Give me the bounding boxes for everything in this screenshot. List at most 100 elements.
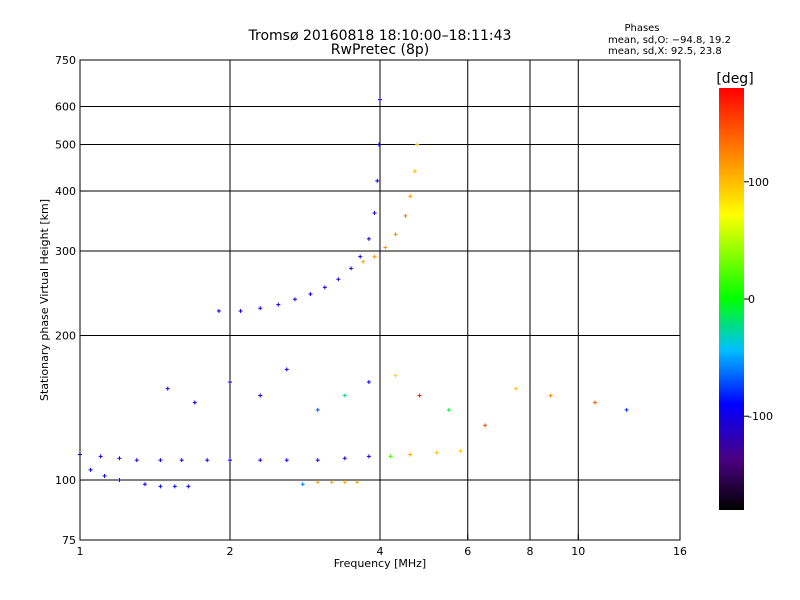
chart-title: Tromsø 20160818 18:10:00–18:11:43 <box>248 28 512 44</box>
data-point <box>361 259 366 264</box>
data-point <box>238 308 243 313</box>
data-point <box>258 393 263 398</box>
colorbar-ticks: 100 0 -100 <box>744 176 773 423</box>
data-point <box>408 452 413 457</box>
data-point <box>342 480 347 485</box>
y-tick-label: 75 <box>62 534 76 547</box>
data-point <box>142 482 147 487</box>
data-point <box>258 458 263 463</box>
y-tick-label: 500 <box>55 139 76 152</box>
data-point <box>284 458 289 463</box>
x-tick-label: 1 <box>77 545 84 558</box>
data-point <box>276 302 281 307</box>
data-point <box>258 306 263 311</box>
data-point <box>308 292 313 297</box>
data-point <box>548 393 553 398</box>
data-point <box>315 480 320 485</box>
data-point <box>372 211 377 216</box>
data-point <box>434 450 439 455</box>
data-point <box>483 423 488 428</box>
data-point <box>165 386 170 391</box>
data-point <box>358 254 363 259</box>
data-point <box>355 480 360 485</box>
data-point <box>179 458 184 463</box>
data-point <box>375 178 380 183</box>
data-point <box>186 484 191 489</box>
colorbar-tick-label: -100 <box>748 410 773 423</box>
data-point <box>342 393 347 398</box>
data-point <box>205 458 210 463</box>
chart-subtitle: RwPretec (8p) <box>331 42 429 58</box>
data-point <box>322 285 327 290</box>
data-point <box>98 454 103 459</box>
data-point <box>134 458 139 463</box>
y-tick-label: 750 <box>55 54 76 67</box>
data-point <box>624 407 629 412</box>
data-point <box>315 407 320 412</box>
data-point <box>300 482 305 487</box>
data-point <box>372 254 377 259</box>
x-axis-ticks: 1 2 4 6 8 10 16 <box>77 534 687 558</box>
x-tick-label: 10 <box>571 545 585 558</box>
data-point <box>158 458 163 463</box>
stats-line-x: mean, sd,X: 92.5, 23.8 <box>608 46 722 57</box>
y-axis-label: Stationary phase Virtual Height [km] <box>38 199 51 401</box>
y-axis-ticks: 75 100 200 300 400 500 600 750 <box>55 54 86 547</box>
colorbar-label: [deg] <box>716 71 753 87</box>
data-point <box>412 169 417 174</box>
data-point <box>366 454 371 459</box>
data-point <box>376 142 381 147</box>
data-point <box>192 400 197 405</box>
data-point <box>458 448 463 453</box>
x-tick-label: 8 <box>527 545 534 558</box>
x-tick-label: 2 <box>227 545 234 558</box>
data-point <box>216 308 221 313</box>
data-point <box>408 194 413 199</box>
data-points <box>78 97 629 489</box>
series-group <box>165 367 629 428</box>
data-point <box>403 213 408 218</box>
grid-lines <box>80 60 680 540</box>
data-point <box>172 484 177 489</box>
data-point <box>102 473 107 478</box>
data-point <box>592 400 597 405</box>
data-point <box>336 277 341 282</box>
data-point <box>366 236 371 241</box>
stats-line-o: mean, sd,O: −94.8, 19.2 <box>608 35 731 46</box>
colorbar <box>719 88 744 510</box>
y-tick-label: 300 <box>55 245 76 258</box>
colorbar-tick-label: 0 <box>748 293 755 306</box>
series-group <box>88 467 360 489</box>
data-point <box>383 245 388 250</box>
data-point <box>349 266 354 271</box>
data-point <box>366 380 371 385</box>
x-tick-label: 4 <box>377 545 384 558</box>
data-point <box>329 480 334 485</box>
colorbar-tick-label: 100 <box>748 176 769 189</box>
data-point <box>393 373 398 378</box>
data-point <box>292 297 297 302</box>
data-point <box>117 456 122 461</box>
data-point <box>514 386 519 391</box>
series-group <box>78 448 463 463</box>
data-point <box>342 456 347 461</box>
data-point <box>228 380 232 385</box>
x-axis-label: Frequency [MHz] <box>334 557 426 570</box>
data-point <box>415 142 420 147</box>
data-point <box>388 454 393 459</box>
y-tick-label: 400 <box>55 185 76 198</box>
stats-heading: Phases <box>624 23 659 34</box>
series-group <box>216 97 382 313</box>
data-point <box>315 458 320 463</box>
data-point <box>284 367 289 372</box>
data-point <box>393 232 398 237</box>
series-group <box>361 142 420 264</box>
data-point <box>228 458 232 463</box>
data-point <box>117 478 122 483</box>
data-point <box>446 407 451 412</box>
y-tick-label: 200 <box>55 330 76 343</box>
x-tick-label: 16 <box>673 545 687 558</box>
data-point <box>417 393 422 398</box>
x-tick-label: 6 <box>464 545 471 558</box>
